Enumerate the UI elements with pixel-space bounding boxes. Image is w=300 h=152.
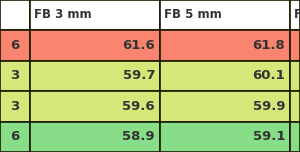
Bar: [30, 60, 160, 91]
Text: 60.1: 60.1: [252, 69, 285, 82]
Bar: [290, 121, 300, 152]
Bar: [30, 30, 160, 60]
Bar: [290, 60, 300, 91]
Bar: [30, 91, 160, 121]
Text: FB 3 mm: FB 3 mm: [34, 9, 92, 21]
Text: 6: 6: [11, 130, 20, 143]
Bar: [290, 91, 300, 121]
Text: 59.7: 59.7: [122, 69, 155, 82]
Text: 58.9: 58.9: [122, 130, 155, 143]
Bar: [0, 30, 30, 60]
Text: FB 5 mm: FB 5 mm: [164, 9, 222, 21]
Bar: [160, 60, 290, 91]
Bar: [160, 30, 290, 60]
Bar: [30, 0, 160, 30]
Text: 3: 3: [11, 100, 20, 113]
Bar: [0, 0, 30, 30]
Text: 59.1: 59.1: [253, 130, 285, 143]
Text: 6: 6: [11, 39, 20, 52]
Text: 59.6: 59.6: [122, 100, 155, 113]
Bar: [160, 91, 290, 121]
Bar: [0, 121, 30, 152]
Bar: [160, 121, 290, 152]
Text: 61.8: 61.8: [252, 39, 285, 52]
Bar: [290, 0, 300, 30]
Bar: [0, 91, 30, 121]
Text: 59.9: 59.9: [253, 100, 285, 113]
Text: 3: 3: [11, 69, 20, 82]
Bar: [0, 60, 30, 91]
Text: F: F: [294, 9, 300, 21]
Text: 61.6: 61.6: [122, 39, 155, 52]
Bar: [30, 121, 160, 152]
Bar: [160, 0, 290, 30]
Bar: [290, 30, 300, 60]
